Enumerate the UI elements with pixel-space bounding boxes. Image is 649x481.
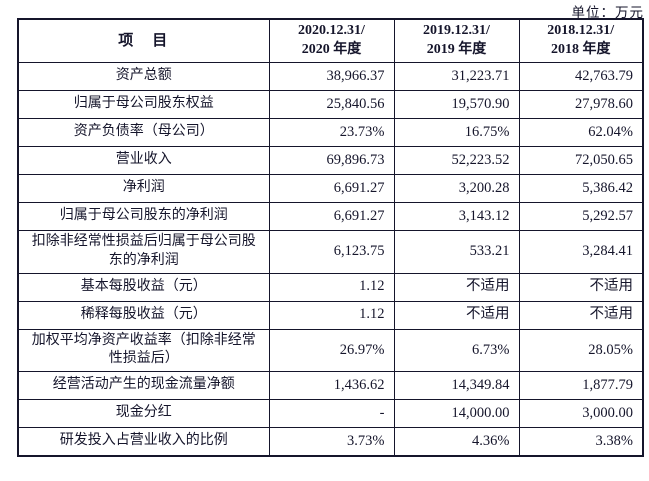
row-label: 经营活动产生的现金流量净额 xyxy=(17,371,270,401)
cell-value: 不适用 xyxy=(518,272,644,302)
cell-value: 不适用 xyxy=(393,272,520,302)
cell-value: 25,840.56 xyxy=(268,89,395,119)
cell-value: 4.36% xyxy=(393,427,520,457)
cell-value: 6,123.75 xyxy=(268,229,395,274)
table-row: 基本每股收益（元） 1.12 不适用 不适用 xyxy=(17,272,644,302)
cell-value: 52,223.52 xyxy=(393,145,520,175)
header-period-2020: 2020.12.31/ 2020 年度 xyxy=(268,18,395,63)
row-label: 资产负债率（母公司） xyxy=(17,117,270,147)
table-row: 现金分红 -14,000.00 3,000.00 xyxy=(17,399,644,429)
cell-value: 14,349.84 xyxy=(393,371,520,401)
cell-value: 28.05% xyxy=(518,328,644,373)
cell-value: 3,200.28 xyxy=(393,173,520,203)
table-body: 资产总额 38,966.37 31,223.71 42,763.79 归属于母公司股东权… xyxy=(17,61,644,457)
row-label: 加权平均净资产收益率（扣除非经常性损益后） xyxy=(17,328,270,373)
table-row: 加权平均净资产收益率（扣除非经常性损益后） 26.97% 6.73% 28.05% xyxy=(17,328,644,373)
header-item: 项 目 xyxy=(17,18,270,63)
header-period-2018: 2018.12.31/ 2018 年度 xyxy=(518,18,644,63)
table-row: 归属于母公司股东权益 25,840.56 19,570.90 27,978.60 xyxy=(17,89,644,119)
row-label: 归属于母公司股东权益 xyxy=(17,89,270,119)
row-label: 资产总额 xyxy=(17,61,270,91)
header-period-2019: 2019.12.31/ 2019 年度 xyxy=(393,18,520,63)
cell-value: 3,284.41 xyxy=(518,229,644,274)
row-label: 归属于母公司股东的净利润 xyxy=(17,201,270,231)
row-label: 研发投入占营业收入的比例 xyxy=(17,427,270,457)
cell-value: 38,966.37 xyxy=(268,61,395,91)
cell-value: 23.73% xyxy=(268,117,395,147)
cell-value: 69,896.73 xyxy=(268,145,395,175)
cell-value: 31,223.71 xyxy=(393,61,520,91)
row-label: 现金分红 xyxy=(17,399,270,429)
cell-value: 1.12 xyxy=(268,300,395,330)
cell-value: 14,000.00 xyxy=(393,399,520,429)
cell-value: 不适用 xyxy=(518,300,644,330)
cell-value: 3.38% xyxy=(518,427,644,457)
row-label: 基本每股收益（元） xyxy=(17,272,270,302)
table-row: 资产负债率（母公司） 23.73% 16.75% 62.04% xyxy=(17,117,644,147)
header-row: 项 目 2020.12.31/ 2020 年度 2019.12.31/ 2019… xyxy=(17,18,644,63)
row-label: 稀释每股收益（元） xyxy=(17,300,270,330)
table-row: 经营活动产生的现金流量净额 1,436.62 14,349.84 1,877.79 xyxy=(17,371,644,401)
row-label: 净利润 xyxy=(17,173,270,203)
cell-value: 6,691.27 xyxy=(268,173,395,203)
cell-value: 19,570.90 xyxy=(393,89,520,119)
table-row: 扣除非经常性损益后归属于母公司股东的净利润 6,123.75 533.21 3,284… xyxy=(17,229,644,274)
cell-value: 3,000.00 xyxy=(518,399,644,429)
cell-value: 不适用 xyxy=(393,300,520,330)
financial-summary-table: 项 目 2020.12.31/ 2020 年度 2019.12.31/ 2019… xyxy=(17,18,644,457)
cell-value: 5,386.42 xyxy=(518,173,644,203)
cell-value: 1,436.62 xyxy=(268,371,395,401)
cell-value: 16.75% xyxy=(393,117,520,147)
cell-value: 3.73% xyxy=(268,427,395,457)
cell-value: 27,978.60 xyxy=(518,89,644,119)
table-row: 资产总额 38,966.37 31,223.71 42,763.79 xyxy=(17,61,644,91)
table-row: 稀释每股收益（元） 1.12 不适用 不适用 xyxy=(17,300,644,330)
table-row: 研发投入占营业收入的比例 3.73% 4.36% 3.38% xyxy=(17,427,644,457)
unit-label: 单位：万元 xyxy=(571,5,644,20)
cell-value: 72,050.65 xyxy=(518,145,644,175)
cell-value: - xyxy=(268,399,395,429)
cell-value: 6.73% xyxy=(393,328,520,373)
cell-value: 533.21 xyxy=(393,229,520,274)
cell-value: 3,143.12 xyxy=(393,201,520,231)
cell-value: 6,691.27 xyxy=(268,201,395,231)
table-row: 归属于母公司股东的净利润 6,691.27 3,143.12 5,292.57 xyxy=(17,201,644,231)
cell-value: 1,877.79 xyxy=(518,371,644,401)
cell-value: 26.97% xyxy=(268,328,395,373)
table-row: 营业收入 69,896.73 52,223.52 72,050.65 xyxy=(17,145,644,175)
table-row: 净利润 6,691.27 3,200.28 5,386.42 xyxy=(17,173,644,203)
cell-value: 5,292.57 xyxy=(518,201,644,231)
row-label: 扣除非经常性损益后归属于母公司股东的净利润 xyxy=(17,229,270,274)
row-label: 营业收入 xyxy=(17,145,270,175)
cell-value: 1.12 xyxy=(268,272,395,302)
cell-value: 42,763.79 xyxy=(518,61,644,91)
cell-value: 62.04% xyxy=(518,117,644,147)
